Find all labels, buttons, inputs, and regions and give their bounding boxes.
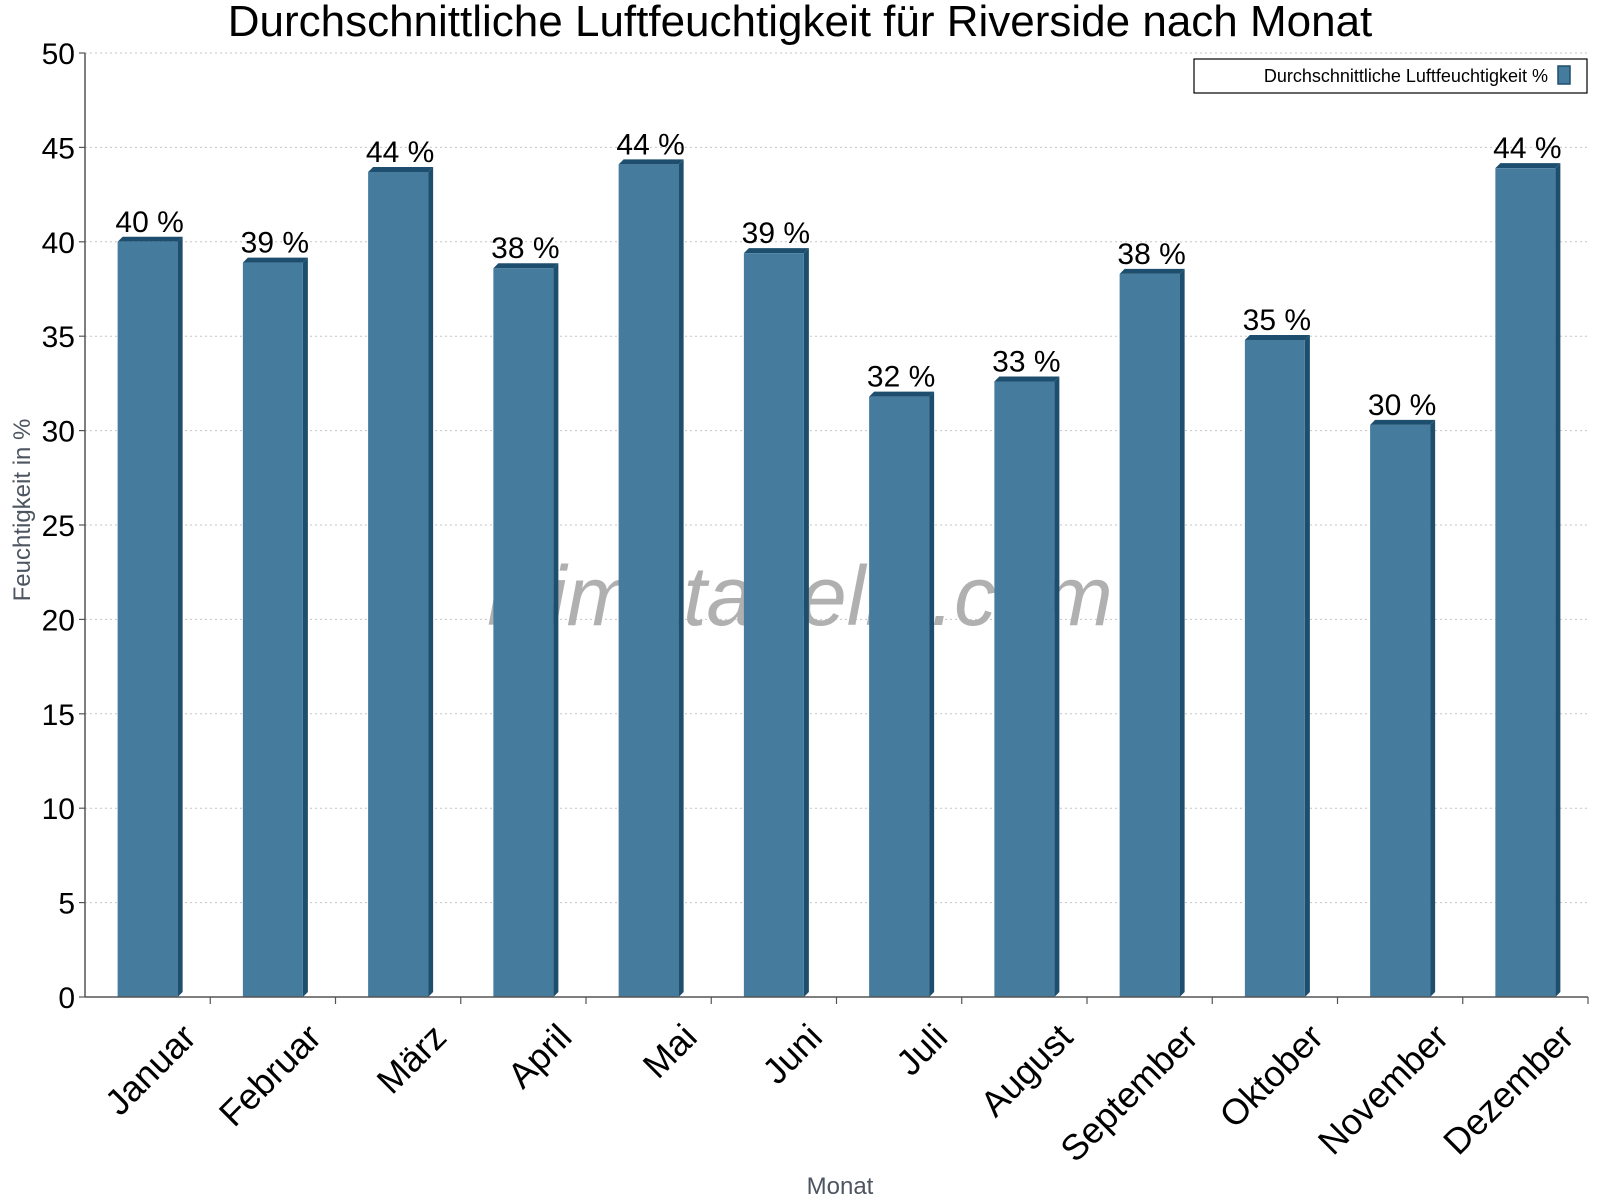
y-axis-ticks: 0 5 10 15 20 25 30 35 40 45 50	[42, 38, 85, 1015]
x-axis-ticks: Januar Februar März April Mai Juni Juli AugustS…	[97, 1016, 1582, 1170]
bar	[1370, 419, 1436, 997]
ytick-label-10: 10	[42, 793, 75, 826]
bar-top	[1495, 163, 1561, 169]
bar-side	[428, 166, 434, 998]
bar	[1495, 163, 1561, 998]
bar	[618, 159, 684, 998]
bar-value-label: 44 %	[616, 128, 684, 161]
bar-side	[678, 159, 684, 998]
xtick-label: Oktober	[1211, 1016, 1331, 1136]
legend-box	[1193, 58, 1588, 94]
bar-value-label: 38 %	[1117, 238, 1185, 271]
bars	[117, 159, 1561, 998]
bar-front	[117, 241, 178, 998]
bar-front	[1244, 339, 1305, 997]
bar-front	[618, 164, 679, 998]
bar-side	[302, 257, 308, 997]
bar	[368, 166, 434, 998]
ytick-label-35: 35	[42, 321, 75, 354]
data-labels: 40 % 39 % 44 % 38 % 44 % 39 % 32 % 33 % 38 % 35 %…	[115, 128, 1561, 422]
ytick-label-15: 15	[42, 699, 75, 732]
bar-top	[493, 263, 559, 269]
xtick-label: November	[1310, 1016, 1456, 1162]
x-axis-label: Monat	[807, 1173, 874, 1200]
bar-front	[368, 171, 429, 998]
bar-value-label: 39 %	[241, 227, 309, 260]
bar-side	[1430, 419, 1436, 997]
legend-label: Durchschnittliche Luftfeuchtigkeit %	[1264, 66, 1548, 86]
bar-value-label: 40 %	[115, 206, 183, 239]
bar-front	[869, 396, 930, 998]
xtick-label: Dezember	[1435, 1016, 1581, 1162]
xtick-label: März	[369, 1016, 455, 1102]
bar-top	[368, 166, 434, 172]
bar	[994, 376, 1060, 998]
bar-front	[493, 268, 554, 997]
bar-value-label: 30 %	[1368, 389, 1436, 422]
axes	[84, 53, 1589, 1004]
ytick-label-30: 30	[42, 416, 75, 449]
bar-top	[994, 376, 1060, 382]
bar	[1119, 268, 1185, 997]
bar-value-label: 44 %	[366, 136, 434, 169]
bar	[242, 257, 308, 997]
bar-front	[242, 262, 303, 997]
xtick-label: April	[499, 1016, 579, 1096]
bar	[743, 248, 809, 998]
ytick-label-20: 20	[42, 604, 75, 637]
legend-swatch	[1557, 65, 1571, 85]
bar-front	[994, 381, 1055, 998]
bar-side	[1179, 268, 1185, 997]
bar-value-label: 33 %	[992, 346, 1060, 379]
bar-value-label: 39 %	[742, 217, 810, 250]
bar-side	[177, 236, 183, 998]
bar-value-label: 44 %	[1493, 132, 1561, 165]
xtick-label: September	[1052, 1016, 1206, 1170]
bar-top	[618, 159, 684, 165]
xtick-label: August	[972, 1016, 1080, 1124]
ytick-label-5: 5	[58, 888, 75, 921]
ytick-label-50: 50	[42, 38, 75, 71]
bar-side	[803, 248, 809, 998]
bar-value-label: 32 %	[867, 361, 935, 394]
bar-top	[869, 391, 935, 397]
ytick-label-0: 0	[58, 982, 75, 1015]
bar-side	[1555, 163, 1561, 998]
ytick-label-25: 25	[42, 510, 75, 543]
bar	[493, 263, 559, 997]
bar-value-label: 35 %	[1243, 304, 1311, 337]
ytick-label-45: 45	[42, 132, 75, 165]
xtick-label: Januar	[97, 1016, 204, 1123]
bar-front	[1119, 273, 1180, 997]
bar-top	[1244, 334, 1310, 340]
bar	[1244, 334, 1310, 997]
xtick-label: Mai	[635, 1016, 705, 1086]
bar-top	[117, 236, 183, 242]
bar-top	[1119, 268, 1185, 274]
bar-side	[929, 391, 935, 998]
bar-front	[743, 253, 804, 998]
bar-front	[1495, 168, 1556, 998]
bar-top	[242, 257, 308, 263]
chart-title: Durchschnittliche Luftfeuchtigkeit für R…	[228, 0, 1373, 46]
bar-side	[1054, 376, 1060, 998]
bar-value-label: 38 %	[491, 232, 559, 265]
bar	[117, 236, 183, 998]
xtick-label: Juni	[754, 1016, 830, 1092]
bar-side	[553, 263, 559, 997]
gridlines	[85, 52, 1588, 904]
bar	[869, 391, 935, 998]
xtick-label: Juli	[888, 1016, 955, 1083]
legend: Durchschnittliche Luftfeuchtigkeit %	[1193, 58, 1588, 94]
bar-side	[1304, 334, 1310, 997]
bar-top	[743, 248, 809, 254]
bar-front	[1370, 424, 1431, 997]
bar-top	[1370, 419, 1436, 425]
ytick-label-40: 40	[42, 227, 75, 260]
xtick-label: Februar	[211, 1016, 329, 1134]
y-axis-label: Feuchtigkeit in %	[9, 419, 36, 602]
